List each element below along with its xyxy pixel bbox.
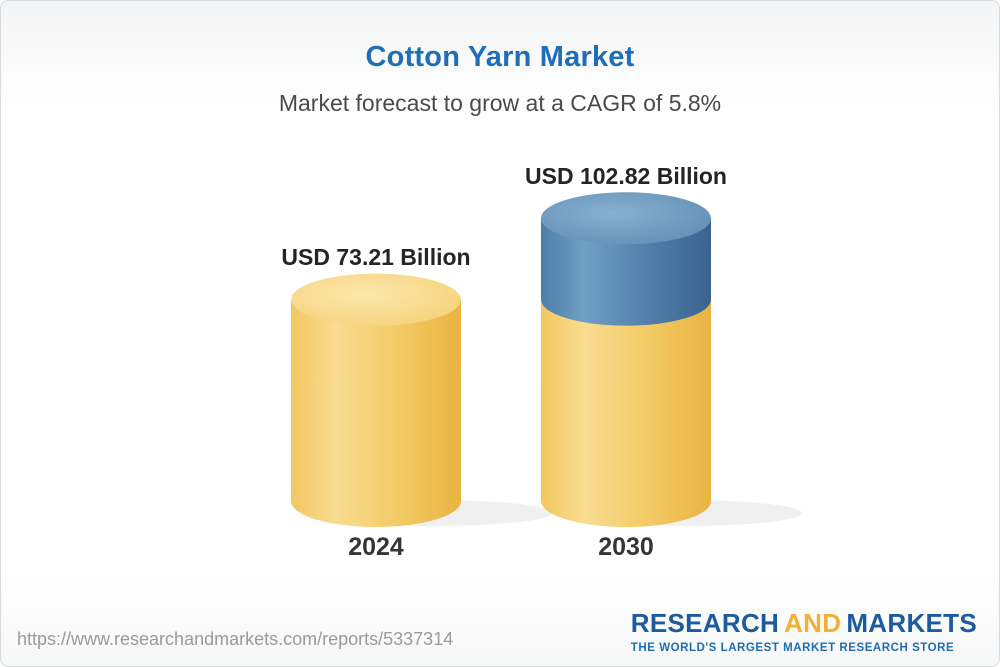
logo-tagline: THE WORLD'S LARGEST MARKET RESEARCH STOR… <box>630 642 955 654</box>
researchandmarkets-logo: RESEARCH AND MARKETS THE WORLD'S LARGEST M… <box>631 608 977 654</box>
logo-text-markets: MARKETS <box>846 608 977 638</box>
value-label-2024: USD 73.21 Billion <box>281 244 471 270</box>
logo-text-and: AND <box>784 608 842 638</box>
chart-header: Cotton Yarn Market Market forecast to gr… <box>1 1 999 117</box>
chart-title: Cotton Yarn Market <box>365 41 635 73</box>
category-label-2024: 2024 <box>348 533 404 561</box>
logo-text-research: RESEARCH <box>630 608 780 638</box>
source-url-link[interactable]: https://www.researchandmarkets.com/repor… <box>17 629 454 649</box>
logo-wordmark: RESEARCH AND MARKETS <box>631 608 977 639</box>
chart-subtitle: Market forecast to grow at a CAGR of 5.8… <box>278 90 722 116</box>
footer: https://www.researchandmarkets.com/repor… <box>1 596 999 666</box>
category-label-2030: 2030 <box>598 533 654 561</box>
value-label-2030: USD 102.82 Billion <box>525 163 727 189</box>
